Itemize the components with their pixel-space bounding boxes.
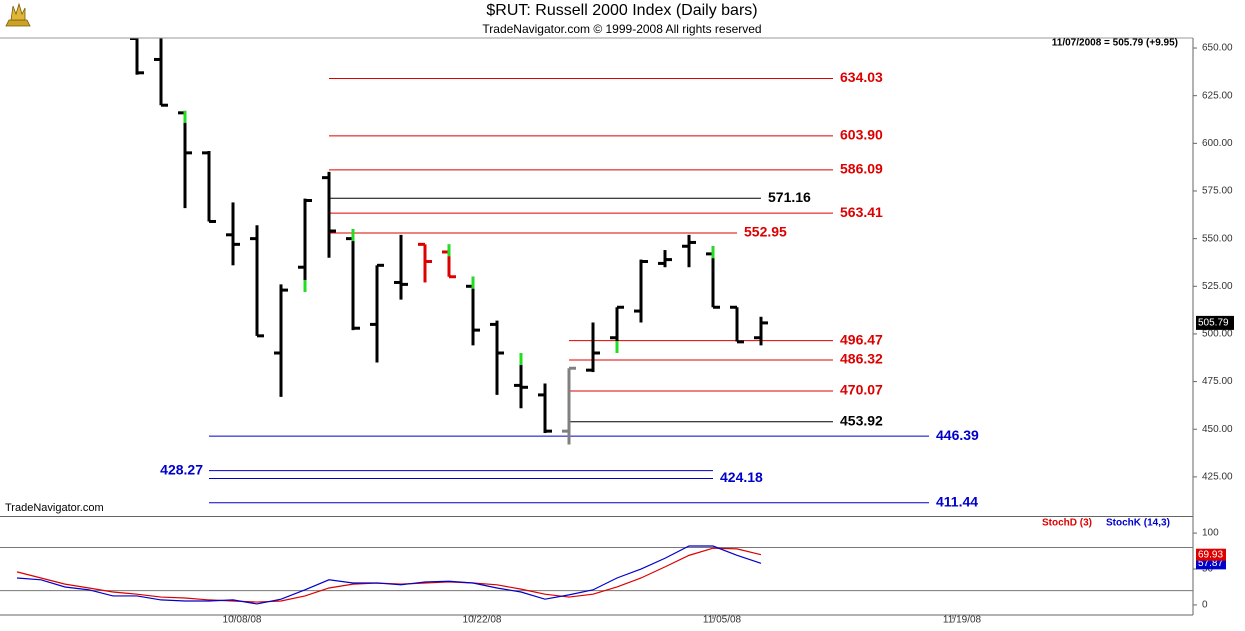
y-tick-label: 650.00: [1202, 43, 1233, 54]
info-label: 11/07/2008 = 505.79 (+9.95): [1052, 38, 1178, 49]
last-value-box: [1196, 548, 1226, 561]
last-value-label: 69.93: [1198, 549, 1223, 560]
x-tick-label: 10/08/08: [223, 615, 262, 626]
x-tick-label: 11/19/08: [943, 615, 982, 626]
chart-title: $RUT: Russell 2000 Index (Daily bars): [486, 2, 757, 19]
stoch-line: [16, 545, 762, 605]
legend-label: StochK (14,3): [1106, 518, 1170, 529]
level-label: 446.39: [936, 427, 979, 443]
y-tick-label: 475.00: [1202, 376, 1233, 387]
level-label: 496.47: [840, 331, 883, 347]
y-tick-label: 600.00: [1202, 138, 1233, 149]
level-label: 634.03: [840, 69, 883, 85]
level-label: 428.27: [160, 461, 203, 477]
level-label: 563.41: [840, 204, 883, 220]
level-label: 486.32: [840, 351, 883, 367]
last-value-label: 57.87: [1198, 558, 1223, 569]
y-tick-label: 625.00: [1202, 90, 1233, 101]
level-label: 424.18: [720, 469, 763, 485]
level-label: 453.92: [840, 412, 883, 428]
y-tick-label: 550.00: [1202, 233, 1233, 244]
y-tick-label: 0: [1202, 600, 1208, 611]
level-label: 571.16: [768, 189, 811, 205]
level-label: 586.09: [840, 161, 883, 177]
level-label: 470.07: [840, 382, 883, 398]
x-tick-label: 10/22/08: [463, 615, 502, 626]
chart-subtitle: TradeNavigator.com © 1999-2008 All right…: [482, 22, 761, 36]
x-tick-label: 11/05/08: [703, 615, 742, 626]
legend-label: StochD (3): [1042, 518, 1092, 529]
y-tick-label: 450.00: [1202, 424, 1233, 435]
last-price-box: [1196, 315, 1234, 330]
y-tick-label: 525.00: [1202, 281, 1233, 292]
watermark: TradeNavigator.com: [5, 502, 104, 514]
level-label: 603.90: [840, 127, 883, 143]
y-tick-label: 500.00: [1202, 329, 1233, 340]
y-tick-label: 425.00: [1202, 472, 1233, 483]
y-tick-label: 100: [1202, 528, 1219, 539]
last-price-label: 505.79: [1198, 318, 1229, 329]
logo: [5, 2, 31, 27]
level-label: 411.44: [936, 493, 978, 509]
y-tick-label: 575.00: [1202, 186, 1233, 197]
level-label: 552.95: [744, 224, 787, 240]
